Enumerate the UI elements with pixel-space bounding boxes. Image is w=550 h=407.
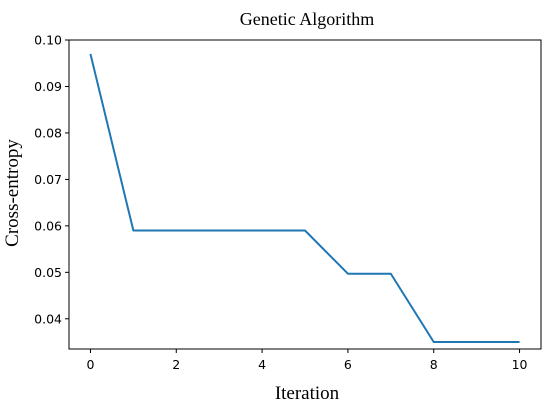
plot-frame [68,39,542,350]
x-tick-label: 0 [86,357,94,372]
y-tick-label: 0.05 [34,265,62,280]
x-tick-label: 2 [172,357,180,372]
y-tick-label: 0.06 [34,218,62,233]
x-axis-ticks: 0 2 4 6 8 10 [86,349,528,372]
y-axis-label: Cross-entropy [2,139,23,247]
y-tick-label: 0.09 [34,79,62,94]
x-tick-label: 4 [258,357,266,372]
x-tick-label: 6 [344,357,352,372]
x-tick-label: 8 [430,357,438,372]
x-axis-label: Iteration [275,383,340,404]
y-tick-label: 0.08 [34,125,62,140]
y-tick-label: 0.07 [34,172,62,187]
series-layer [89,53,520,344]
y-axis-ticks: 0.04 0.05 0.06 0.07 0.08 0.09 0.10 [34,33,69,326]
y-tick-label: 0.04 [34,311,62,326]
x-tick-label: 10 [512,357,528,372]
chart-title: Genetic Algorithm [240,9,374,29]
series-line [89,53,520,344]
y-tick-label: 0.10 [34,33,62,48]
